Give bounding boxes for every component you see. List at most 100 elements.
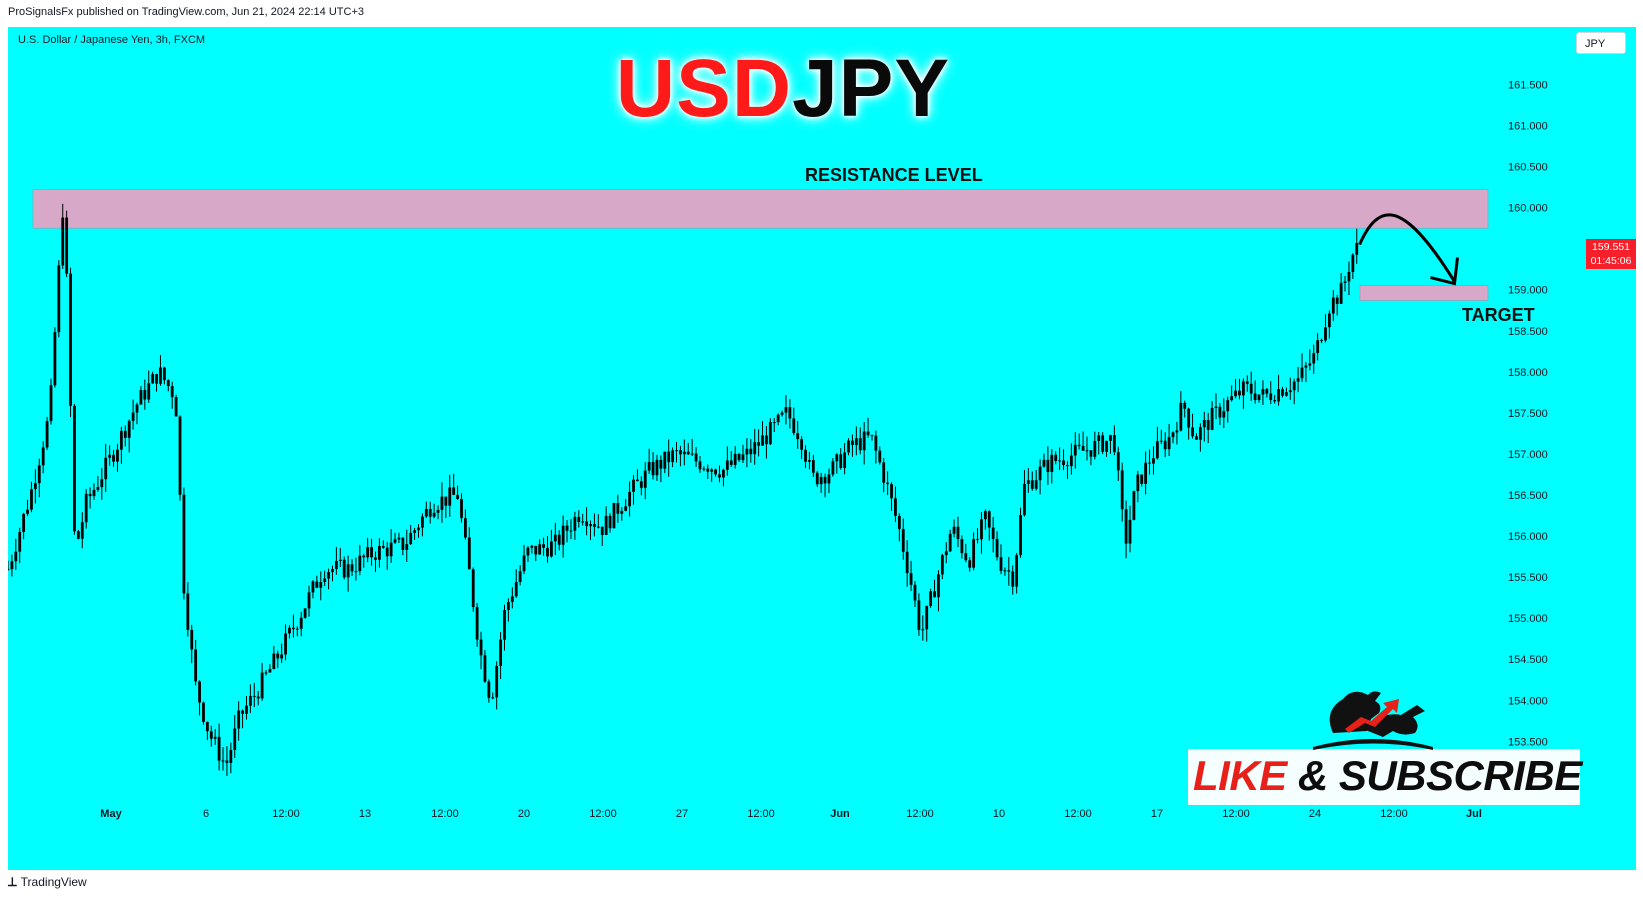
candle-body (553, 534, 557, 542)
candle-body (909, 573, 913, 585)
candle-body (291, 627, 295, 630)
candle-body (22, 513, 26, 532)
candle-body (284, 633, 287, 655)
time-tick-label: 24 (1309, 808, 1321, 820)
candle-body (1210, 407, 1214, 430)
candle-body (1112, 435, 1116, 453)
candle-body (37, 465, 41, 484)
candle-body (647, 461, 651, 471)
candle-body (792, 418, 796, 434)
candle-body (45, 421, 49, 448)
candle-body (151, 374, 155, 384)
candle-body (417, 527, 420, 531)
candle-body (1148, 462, 1151, 464)
candle-body (319, 582, 323, 588)
chart-pane[interactable]: 161.500 161.000 160.500 160.000 159.000 158.5… (8, 27, 1636, 870)
candle-body (127, 420, 131, 438)
candle-body (280, 654, 284, 659)
candle-body (565, 525, 569, 531)
candle-body (487, 681, 491, 698)
like-text: LIKE (1193, 752, 1287, 799)
time-tick-label: 27 (676, 808, 688, 820)
candle-body (499, 639, 502, 666)
candle-body (1355, 243, 1359, 255)
candle-body (428, 508, 432, 517)
price-tick-label: 161.500 (1508, 79, 1548, 91)
candle-body (831, 461, 835, 475)
candle-body (1284, 392, 1288, 396)
candle-body (1046, 459, 1050, 472)
candle-body (663, 451, 667, 469)
candle-body (295, 628, 299, 630)
candle-body (581, 521, 585, 523)
time-tick-label: 12:00 (1380, 808, 1408, 820)
target-label: TARGET (1462, 305, 1535, 325)
price-tick-label: 156.500 (1508, 490, 1548, 502)
candle-body (620, 510, 624, 514)
candle-body (1140, 474, 1144, 484)
candle-body (69, 273, 72, 406)
candle-body (1062, 460, 1065, 465)
candle-body (1124, 509, 1128, 544)
candle-body (1144, 462, 1148, 484)
candle-body (600, 526, 604, 535)
candle-body (409, 532, 413, 545)
candle-body (514, 582, 518, 597)
candle-body (1277, 389, 1280, 402)
candle-body (112, 454, 115, 462)
candle-body (233, 728, 237, 750)
candle-body (776, 414, 780, 423)
candle-body (612, 503, 616, 529)
candle-body (976, 538, 979, 540)
candle-body (804, 449, 807, 462)
currency-button[interactable]: JPY (1576, 32, 1626, 54)
footer: ⟂ TradingView (8, 874, 87, 890)
candle-body (968, 560, 972, 568)
candle-body (526, 547, 530, 556)
price-tick-label: 158.500 (1508, 326, 1548, 338)
candle-body (334, 560, 338, 570)
candle-body (108, 454, 112, 458)
candle-body (862, 431, 866, 451)
candle-body (186, 593, 190, 630)
candle-body (1324, 327, 1327, 341)
candle-body (323, 578, 327, 583)
candle-body (116, 449, 119, 462)
candle-body (1257, 394, 1261, 401)
candle-body (1054, 454, 1058, 461)
candle-body (1222, 411, 1226, 418)
candle-body (639, 481, 643, 488)
candle-body (405, 544, 409, 550)
candle-body (1335, 297, 1339, 304)
chart-title: USDJPY (8, 41, 1558, 137)
chart-canvas[interactable]: 161.500 161.000 160.500 160.000 159.000 158.5… (8, 27, 1636, 870)
candle-body (733, 453, 737, 465)
candle-body (1163, 440, 1167, 450)
candle-body (155, 374, 158, 384)
candle-body (948, 533, 952, 552)
target-zone (1359, 285, 1489, 301)
candle-body (749, 448, 753, 455)
candle-body (1187, 408, 1191, 428)
candle-body (166, 380, 170, 387)
price-tick-label: 159.000 (1508, 285, 1548, 297)
candle-body (342, 559, 346, 578)
candle-body (1101, 435, 1105, 452)
time-tick-label: May (100, 808, 122, 820)
candle-body (1238, 390, 1241, 396)
candle-body (1171, 432, 1175, 438)
candle-body (796, 433, 800, 440)
candle-body (557, 534, 561, 545)
subscribe-banner-bg (1188, 749, 1580, 805)
candle-body (299, 617, 303, 629)
candle-body (667, 451, 671, 463)
time-tick-label: 12:00 (589, 808, 617, 820)
candle-body (374, 557, 377, 560)
candle-body (546, 547, 549, 557)
bull-bear-logo-icon (1313, 691, 1433, 750)
candle-body (1304, 365, 1308, 368)
candle-body (53, 332, 57, 386)
time-tick-label: 12:00 (1064, 808, 1092, 820)
candle-body (162, 367, 166, 381)
candle-body (675, 450, 678, 452)
